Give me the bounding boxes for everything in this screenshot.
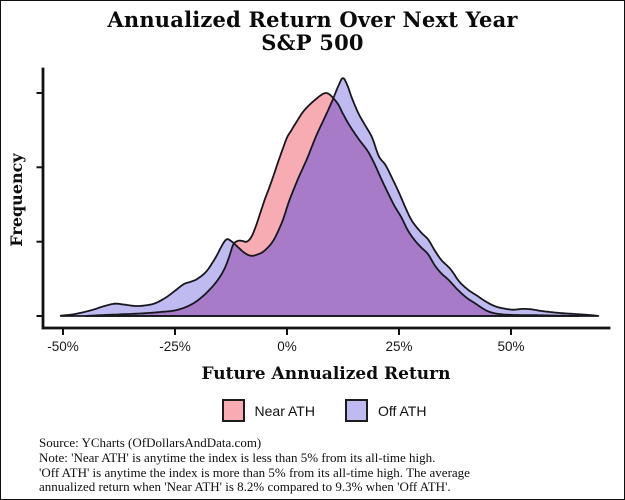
x-tick-label: 50% [497,339,524,354]
chart-title: Annualized Return Over Next Year S&P 500 [1,8,624,54]
legend-item-near-ath: Near ATH [221,399,315,422]
chart-title-line1: Annualized Return Over Next Year [107,7,518,32]
density-outline-off-ath [59,77,600,317]
x-tick-label: -25% [159,339,191,354]
density-outline-near-ath [84,92,580,317]
footer-line-1: Source: YCharts (OfDollarsAndData.com) [39,435,262,450]
x-tick-label: 25% [385,339,412,354]
legend-item-off-ath: Off ATH [344,399,427,422]
footer-line-2: Note: 'Near ATH' is anytime the index is… [39,449,436,465]
footer-line-4: annualized return when 'Near ATH' is 8.2… [39,479,451,495]
x-axis-title: Future Annualized Return [201,364,451,384]
legend-swatch-off-ath [344,399,368,422]
x-tick-label: 0% [277,339,297,354]
chart-title-line2: S&P 500 [261,30,364,55]
legend: Near ATH Off ATH [22,399,624,422]
legend-swatch-near-ath [221,399,245,422]
footer-line-3: 'Off ATH' is anytime the index is more t… [39,464,470,480]
legend-label-near-ath: Near ATH [254,402,315,419]
density-area-overlap [80,99,583,316]
x-tick-label: -50% [47,339,79,354]
legend-label-off-ath: Off ATH [377,402,427,419]
axis-lines [41,67,611,330]
source-note: Source: YCharts (OfDollarsAndData.com) N… [39,435,599,495]
